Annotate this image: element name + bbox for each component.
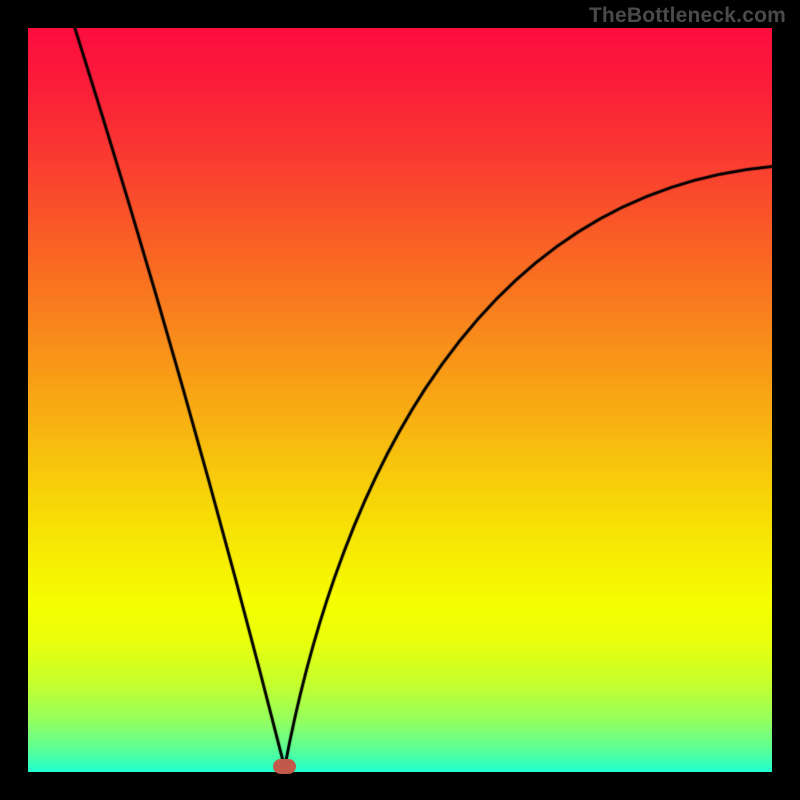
bottleneck-curve: [28, 28, 772, 772]
plot-area: [28, 28, 772, 772]
chart-frame: TheBottleneck.com: [0, 0, 800, 800]
watermark-text: TheBottleneck.com: [589, 4, 786, 28]
